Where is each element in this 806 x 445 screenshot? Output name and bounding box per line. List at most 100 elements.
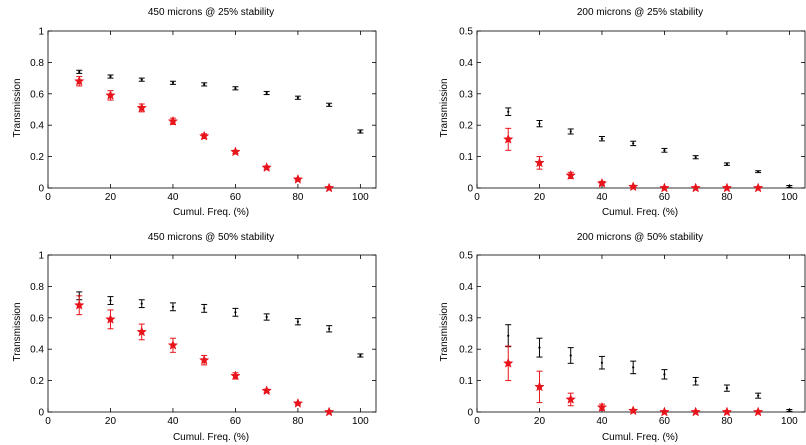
x-tick-label: 100: [352, 192, 369, 203]
star-marker: [534, 381, 545, 392]
x-axis-label: Cumul. Freq. (%): [602, 207, 678, 218]
dot-marker: [507, 334, 510, 337]
y-tick-label: 0.6: [30, 89, 44, 100]
dot-marker: [632, 366, 635, 369]
y-tick-label: 1: [38, 251, 44, 262]
x-tick-label: 60: [230, 192, 242, 203]
x-tick-label: 20: [534, 192, 546, 203]
x-tick-label: 60: [659, 416, 671, 427]
dot-marker: [203, 307, 206, 310]
dot-marker: [538, 346, 541, 349]
star-marker: [292, 397, 304, 408]
x-tick-label: 60: [230, 416, 242, 427]
star-marker: [198, 354, 210, 365]
dot-marker: [140, 302, 143, 305]
dot-marker: [757, 394, 760, 397]
star-marker: [503, 133, 514, 144]
y-tick-label: 0.8: [30, 282, 44, 293]
y-tick-label: 0: [38, 408, 44, 419]
plot-area: 0 20 40 60 80 100 0 0.1 0.2 0.3 0.4 0.5: [459, 27, 806, 203]
star-marker: [721, 182, 733, 193]
x-tick-label: 100: [781, 416, 798, 427]
dot-marker: [359, 130, 362, 133]
y-tick-label: 0.3: [459, 313, 473, 324]
dot-marker: [663, 373, 666, 376]
y-tick-label: 1: [38, 27, 44, 38]
y-tick-label: 0.4: [459, 282, 473, 293]
dot-marker: [788, 185, 791, 188]
series-red: [503, 345, 764, 417]
y-axis-label: Transmission: [439, 302, 450, 361]
star-marker: [596, 401, 608, 412]
dot-marker: [600, 137, 604, 140]
x-tick-label: 0: [45, 416, 51, 427]
star-marker: [565, 169, 576, 180]
x-tick-label: 0: [474, 192, 480, 203]
star-marker: [230, 370, 241, 381]
star-marker: [167, 115, 179, 126]
star-marker: [74, 299, 85, 310]
dot-marker: [600, 361, 604, 364]
star-marker: [503, 357, 514, 368]
x-tick-label: 60: [659, 192, 671, 203]
x-tick-label: 80: [721, 416, 733, 427]
star-marker: [565, 393, 576, 404]
dot-marker: [788, 409, 791, 412]
star-marker: [230, 146, 241, 157]
dot-marker: [234, 311, 237, 314]
plot-area: 0 20 40 60 80 100 0 0.2 0.4 0.6 0.8 1: [30, 251, 377, 427]
star-marker: [690, 406, 701, 417]
dot-marker: [694, 156, 697, 159]
dot-marker: [632, 142, 635, 145]
y-tick-label: 0: [467, 184, 473, 195]
plot-area: 0 20 40 60 80 100 0 0.2 0.4 0.6 0.8 1: [30, 27, 377, 203]
panel-200-25: 200 microns @ 25% stability Transmission…: [439, 7, 806, 218]
chart-title: 450 microns @ 50% stability: [148, 232, 274, 243]
x-axis-label: Cumul. Freq. (%): [602, 432, 678, 443]
y-axis-label: Transmission: [12, 302, 23, 361]
dot-marker: [538, 122, 541, 125]
dot-marker: [265, 91, 268, 95]
x-tick-label: 20: [105, 192, 117, 203]
y-tick-label: 0.3: [459, 89, 473, 100]
panel-450-25: 450 microns @ 25% stability Transmission…: [12, 7, 377, 218]
y-axis-label: Transmission: [12, 78, 23, 137]
star-marker: [721, 406, 733, 417]
star-marker: [323, 406, 335, 417]
star-marker: [752, 406, 764, 417]
series-black: [76, 291, 364, 358]
x-tick-label: 20: [105, 416, 117, 427]
y-tick-label: 0.1: [459, 152, 473, 163]
dot-marker: [296, 96, 300, 99]
dot-marker: [694, 380, 697, 383]
x-tick-label: 80: [721, 192, 733, 203]
axes-frame: [476, 30, 806, 189]
series-red: [503, 127, 764, 193]
x-tick-label: 40: [167, 416, 179, 427]
x-tick-label: 0: [474, 416, 480, 427]
y-tick-label: 0: [38, 184, 44, 195]
plot-area: 0 20 40 60 80 100 0 0.1 0.2 0.3 0.4 0.5: [459, 251, 806, 427]
star-marker: [752, 182, 764, 193]
dot-marker: [569, 354, 572, 357]
x-tick-label: 40: [596, 192, 608, 203]
x-axis-label: Cumul. Freq. (%): [173, 207, 249, 218]
dot-marker: [78, 70, 81, 73]
star-marker: [323, 182, 335, 193]
y-tick-label: 0.1: [459, 376, 473, 387]
y-tick-label: 0.5: [459, 251, 473, 262]
dot-marker: [757, 170, 760, 173]
star-marker: [596, 177, 608, 188]
panel-200-50: 200 microns @ 50% stability Transmission…: [439, 232, 806, 443]
x-tick-label: 100: [352, 416, 369, 427]
axes-frame: [47, 254, 377, 413]
y-tick-label: 0.2: [30, 152, 44, 163]
dot-marker: [265, 315, 268, 319]
y-tick-label: 0.6: [30, 313, 44, 324]
y-tick-label: 0.2: [30, 376, 44, 387]
dot-marker: [171, 81, 175, 84]
star-marker: [659, 406, 670, 417]
dot-marker: [328, 327, 331, 330]
dot-marker: [109, 75, 112, 78]
dot-marker: [569, 130, 572, 133]
